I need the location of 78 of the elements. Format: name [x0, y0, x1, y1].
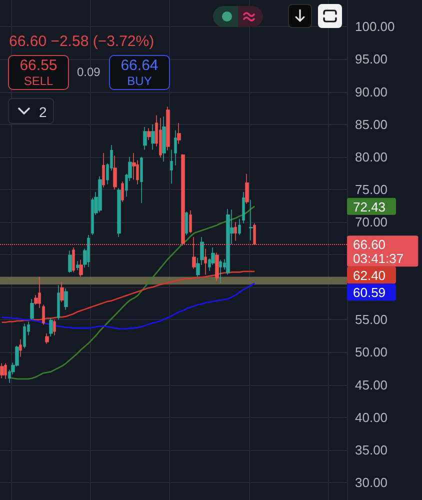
y-tick-label: 100.00: [355, 19, 395, 34]
annotation: BUY: [126, 74, 153, 88]
candlestick: [162, 116, 166, 162]
candlestick: [140, 156, 143, 204]
annotation: 66.55: [18, 57, 58, 74]
annotation: 2: [39, 104, 47, 120]
candlestick: [98, 176, 102, 213]
candlestick: [204, 248, 207, 276]
candlestick: [113, 155, 117, 190]
candlestick: [166, 106, 170, 151]
candlestick: [79, 259, 83, 278]
candlestick: [253, 222, 256, 246]
annotation: SELL: [22, 74, 54, 88]
y-tick-label: 55.00: [355, 312, 388, 328]
sell-button: 66.55 SELL: [8, 55, 69, 90]
candlestick: [4, 362, 7, 380]
candlestick: [170, 149, 173, 184]
candlestick: [38, 276, 41, 308]
y-tick-label: 95.00: [355, 52, 388, 67]
candlestick: [102, 152, 105, 188]
candlestick: [226, 208, 230, 276]
annotation: 0.09: [77, 65, 100, 79]
y-tick-label: 30.00: [355, 474, 388, 490]
candlestick: [30, 298, 34, 320]
line-series: [1, 270, 256, 323]
line-series: [8, 206, 256, 380]
candlestick: [42, 304, 45, 326]
candlestick: [192, 236, 196, 270]
candlestick: [132, 152, 136, 180]
candlestick: [219, 259, 222, 284]
candlestick: [234, 222, 237, 242]
y-tick-label: 75.00: [355, 182, 388, 197]
candlestick: [64, 288, 68, 310]
candlestick: [177, 122, 181, 144]
candlestick: [121, 181, 124, 202]
y-tick-label: 50.00: [355, 344, 388, 360]
buy-button: 66.64 BUY: [109, 55, 170, 90]
candlestick: [23, 323, 26, 349]
candlestick: [45, 332, 49, 344]
y-tick-label: 40.00: [355, 410, 388, 425]
candlestick: [159, 117, 162, 158]
candlestick: [117, 188, 121, 238]
candlestick: [19, 338, 22, 358]
annotation: 66.64: [120, 57, 160, 74]
y-tick-label: 35.00: [355, 442, 388, 458]
candlestick: [72, 246, 75, 273]
candlestick: [151, 124, 155, 150]
candlestick: [0, 362, 4, 379]
ref-line-label: 66.60 03:41:37: [353, 237, 404, 266]
text: 66.60 −2.58 (−3.72%): [9, 33, 154, 50]
candlestick: [68, 250, 72, 274]
y-tick-label: 85.00: [355, 116, 388, 132]
candlestick: [215, 252, 219, 282]
candlestick: [245, 173, 249, 204]
collapse-button: 2: [8, 98, 54, 124]
text: 62.40: [353, 268, 386, 284]
candlestick: [185, 211, 188, 236]
y-tick-label: 70.00: [355, 214, 388, 230]
candlestick: [53, 319, 56, 336]
candlestick: [143, 126, 147, 150]
y-tick-label: 90.00: [355, 84, 388, 100]
candlestick: [60, 282, 64, 302]
text: 72.43: [353, 199, 386, 214]
candlestick: [147, 128, 151, 140]
candlestick: [189, 210, 192, 234]
candlestick: [49, 317, 53, 337]
y-tick-label: 45.00: [355, 377, 388, 392]
candlestick: [174, 130, 177, 166]
candlestick: [238, 218, 241, 236]
line-series: [1, 282, 256, 330]
candlestick: [76, 260, 79, 271]
candlestick: [181, 154, 185, 246]
candlestick: [87, 234, 90, 268]
y-tick-label: 80.00: [355, 149, 388, 164]
text: 60.59: [353, 285, 386, 300]
candlestick: [57, 284, 60, 320]
candlestick: [242, 192, 245, 224]
candlestick: [249, 199, 253, 241]
